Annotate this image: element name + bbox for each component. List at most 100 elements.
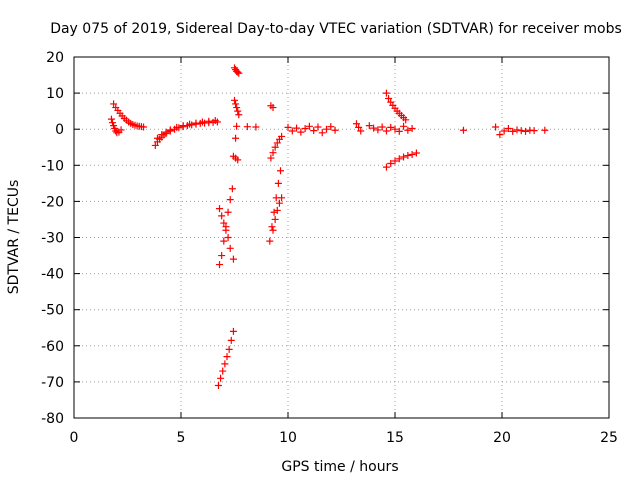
data-point: [314, 123, 322, 131]
data-point: [277, 167, 285, 175]
data-point: [227, 336, 235, 344]
data-point: [504, 124, 512, 132]
data-point: [382, 89, 390, 97]
series-flat-14: [365, 122, 390, 135]
y-tick-label: 20: [46, 50, 64, 66]
data-point: [408, 124, 416, 132]
data-point: [517, 127, 525, 135]
data-point: [231, 96, 238, 104]
data-point: [225, 345, 233, 353]
axis-ticks: [73, 56, 610, 419]
series-steep-1: [216, 185, 236, 269]
series-top-cluster: [231, 64, 243, 77]
data-point: [235, 111, 243, 119]
data-point: [357, 127, 365, 135]
data-point: [400, 122, 408, 130]
data-point: [288, 127, 296, 135]
y-tick-label: -80: [41, 411, 64, 427]
data-point: [267, 154, 275, 162]
series-steep-3b: [267, 132, 286, 162]
data-point: [222, 226, 230, 234]
data-point: [229, 255, 237, 263]
data-point: [269, 149, 277, 157]
data-point: [273, 139, 281, 147]
data-point: [234, 156, 242, 164]
data-point: [387, 159, 395, 167]
y-tick-label: -20: [41, 194, 64, 210]
series-steep-3c: [269, 194, 286, 234]
data-point: [269, 104, 277, 112]
x-tick-label: 10: [279, 430, 297, 446]
series-steep-1b: [216, 205, 237, 263]
data-point: [224, 234, 232, 241]
data-point: [252, 123, 260, 131]
x-tick-label: 25: [600, 430, 618, 446]
data-point: [293, 124, 301, 132]
data-point: [217, 374, 225, 382]
series-isolated-2: [267, 102, 277, 112]
data-point: [211, 117, 219, 125]
data-point: [270, 208, 278, 216]
series-arc-2b: [153, 117, 219, 142]
data-point: [216, 205, 224, 213]
series-arc-15b: [382, 149, 420, 171]
data-point: [412, 149, 420, 157]
x-tick-label: 0: [70, 430, 79, 446]
data-point: [151, 141, 159, 149]
series-flat-20: [492, 123, 549, 139]
data-point: [153, 134, 161, 142]
data-point: [459, 126, 467, 134]
data-point: [500, 127, 508, 135]
data-point: [220, 237, 228, 245]
data-point: [327, 123, 335, 131]
data-point: [173, 123, 181, 131]
y-axis-label: SDTVAR / TECUs: [6, 180, 22, 295]
data-point: [275, 199, 283, 207]
data-point: [400, 153, 408, 161]
series-pair-13: [352, 120, 365, 135]
data-point: [226, 244, 234, 252]
data-point: [395, 127, 403, 135]
series-mid-cluster: [231, 96, 243, 142]
data-point: [513, 126, 521, 134]
data-point: [408, 150, 416, 158]
data-point: [496, 131, 504, 139]
data-point: [235, 69, 243, 77]
y-tick-label: -10: [41, 158, 64, 174]
data-point: [232, 100, 240, 108]
data-point: [158, 131, 166, 139]
series-isolated-18: [459, 126, 467, 134]
data-point: [404, 126, 412, 134]
data-point: [492, 123, 500, 131]
series-steep-3: [266, 167, 285, 245]
data-point: [166, 126, 174, 134]
data-point: [297, 128, 305, 136]
data-point: [318, 129, 326, 137]
x-axis-label: GPS time / hours: [281, 459, 398, 475]
data-point: [530, 127, 538, 135]
data-point: [323, 125, 331, 133]
data-point: [271, 215, 279, 223]
x-tick-label: 15: [386, 430, 404, 446]
data-point: [305, 122, 313, 130]
data-point: [274, 179, 282, 187]
data-point: [192, 119, 200, 127]
data-point: [220, 219, 228, 227]
series-steep-2: [214, 327, 237, 390]
data-point: [233, 104, 241, 112]
data-point: [382, 163, 390, 171]
series-arc-1b: [107, 115, 125, 137]
data-point: [509, 127, 517, 135]
data-point: [117, 126, 125, 134]
data-point: [268, 223, 276, 231]
data-point: [110, 100, 118, 108]
data-point: [355, 123, 363, 131]
chart-title: Day 075 of 2019, Sidereal Day-to-day VTE…: [50, 21, 622, 37]
data-point: [179, 122, 187, 130]
data-point: [214, 382, 222, 390]
data-point: [223, 353, 231, 361]
data-point: [331, 126, 339, 134]
series-arc-15a: [382, 89, 410, 124]
data-point: [224, 208, 232, 216]
